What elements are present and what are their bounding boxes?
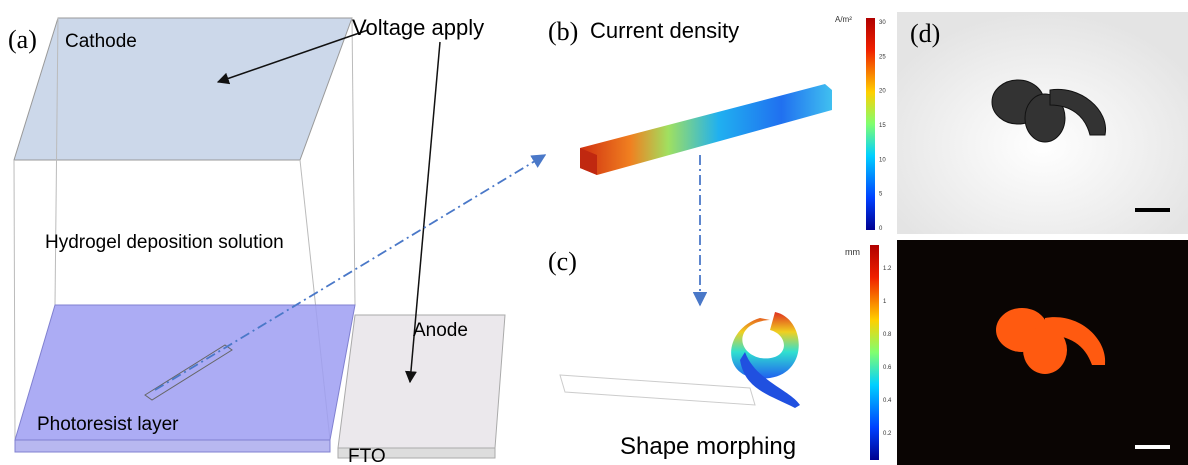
scale-bar (1135, 208, 1170, 212)
colorbar-tick: 10 (879, 157, 886, 163)
title: Current density (590, 18, 739, 43)
label: Anode (413, 320, 468, 341)
colorbar-tick: 0 (879, 226, 883, 232)
label: Voltage apply (352, 15, 484, 40)
panel-label: (b) (548, 17, 578, 46)
colorbar-ticks: 1.2 1 0.8 0.6 0.4 0.2 (883, 266, 892, 437)
scale-bar (1135, 445, 1170, 449)
panel-c: (c) Shape morphing mm 1.2 1 0.8 0.6 0.4 0.2 (548, 155, 892, 460)
label: FTO (348, 446, 386, 465)
panel-label: (c) (548, 247, 577, 276)
label: Hydrogel deposition solution (45, 232, 284, 253)
panel-label: (d) (910, 19, 940, 48)
bar-model (580, 84, 832, 175)
colorbar-tick: 1.2 (883, 266, 892, 272)
plate-edge (15, 440, 330, 452)
colorbar-tick: 0.6 (883, 365, 892, 371)
unit: mm (845, 247, 860, 257)
colorbar-tick: 1 (883, 299, 887, 305)
label: Cathode (65, 31, 137, 52)
colorbar-ticks: 30 25 20 15 10 5 0 (879, 20, 886, 232)
label: Photoresist layer (37, 414, 179, 435)
colorbar-tick: 15 (879, 123, 886, 129)
panel-label: (a) (8, 25, 37, 54)
colorbar (866, 18, 875, 230)
colorbar-tick: 25 (879, 54, 886, 60)
colorbar (870, 245, 879, 460)
colorbar-tick: 0.4 (883, 398, 892, 404)
panel-b: (b) Current density A/m² 30 25 20 15 10 5 0 (548, 15, 886, 232)
unit: A/m² (835, 15, 852, 24)
title: Shape morphing (620, 433, 796, 460)
curled-strip (731, 312, 799, 379)
figure: (a) Cathode Voltage apply Hydrogel depos… (0, 0, 1188, 465)
colorbar-tick: 0.2 (883, 431, 892, 437)
flat-strip (560, 375, 755, 405)
colorbar-tick: 20 (879, 89, 886, 95)
colorbar-tick: 5 (879, 192, 883, 198)
panel-a: (a) Cathode Voltage apply Hydrogel depos… (8, 15, 545, 465)
colorbar-tick: 0.8 (883, 332, 892, 338)
panel-d: (d) (897, 12, 1188, 465)
colorbar-tick: 30 (879, 20, 886, 26)
